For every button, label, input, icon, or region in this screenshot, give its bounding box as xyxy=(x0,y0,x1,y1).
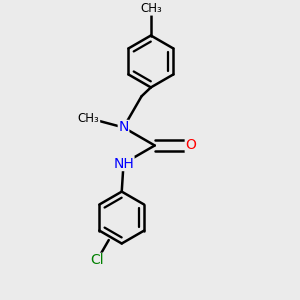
Text: N: N xyxy=(118,121,129,134)
Text: CH₃: CH₃ xyxy=(78,112,100,124)
Text: Cl: Cl xyxy=(90,253,104,267)
Text: O: O xyxy=(185,139,196,152)
Text: NH: NH xyxy=(113,157,134,170)
Text: CH₃: CH₃ xyxy=(140,2,162,15)
